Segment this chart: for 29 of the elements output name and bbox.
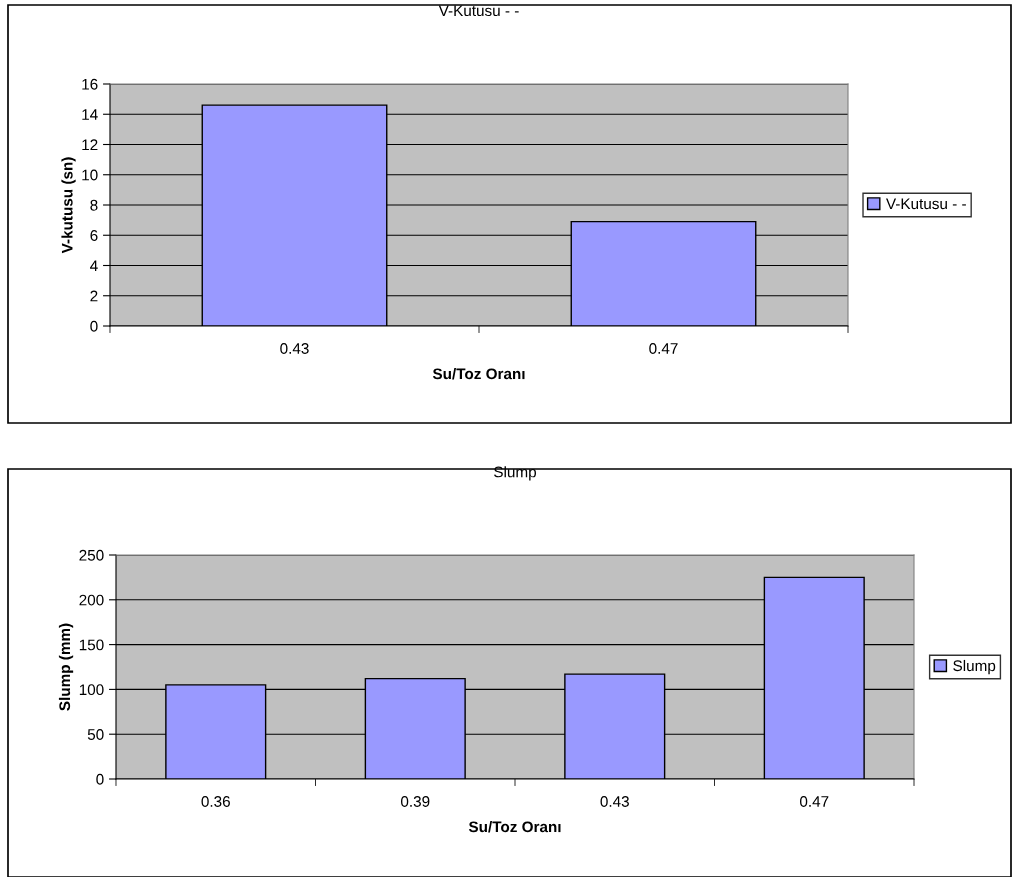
legend-label: Slump — [953, 659, 996, 675]
y-axis-title: Slump (mm) — [58, 623, 74, 711]
y-tick-label: 16 — [82, 78, 98, 90]
y-tick-label: 0 — [96, 773, 104, 785]
y-tick-label: 8 — [90, 199, 98, 211]
chart-title: V-Kutusu - - — [438, 5, 519, 17]
x-axis-title: Su/Toz Oranı — [432, 368, 525, 380]
y-tick-label: 12 — [82, 139, 98, 151]
y-tick-label: 50 — [87, 729, 104, 740]
y-tick-label: 4 — [90, 260, 98, 272]
y-tick-label: 6 — [90, 230, 98, 241]
x-axis-title: Su/Toz Oranı — [468, 821, 561, 833]
x-tick-label: 0.39 — [400, 796, 430, 807]
x-tick-label: 0.43 — [280, 343, 309, 354]
y-tick-label: 250 — [79, 549, 104, 561]
y-tick-label: 150 — [79, 639, 104, 651]
y-tick-label: 2 — [90, 290, 98, 302]
y-tick-label: 0 — [90, 320, 98, 332]
y-tick-label: 10 — [82, 169, 98, 181]
x-tick-label: 0.47 — [799, 796, 829, 807]
legend-label: V-Kutusu - - — [886, 198, 966, 210]
y-tick-label: 14 — [82, 109, 98, 120]
x-tick-label: 0.36 — [201, 796, 230, 807]
y-axis-title: V-kutusu (sn) — [61, 157, 76, 254]
x-tick-label: 0.43 — [600, 796, 629, 807]
x-tick-label: 0.47 — [649, 343, 678, 354]
y-tick-label: 100 — [79, 684, 104, 696]
y-tick-label: 200 — [79, 594, 104, 606]
chart-title: Slump — [494, 466, 537, 481]
